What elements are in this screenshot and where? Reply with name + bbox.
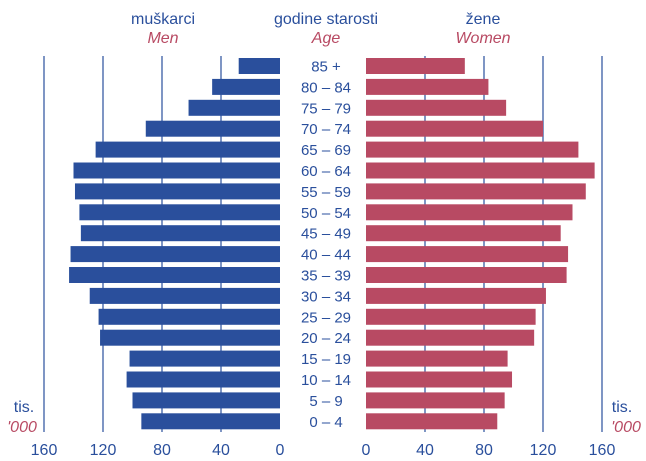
age-label-12: 25 – 29 (301, 309, 351, 326)
age-label-15: 10 – 14 (301, 372, 351, 389)
age-labels: 85 + 80 – 84 75 – 79 70 – 74 65 – 69 60 – 64 5… (301, 59, 351, 431)
unit-label-en-left: '000 (7, 419, 37, 436)
bar-women-5 (366, 162, 595, 179)
age-label-2: 75 – 79 (301, 100, 351, 117)
bar-women-16 (366, 392, 505, 409)
right-subtitle: Women (455, 30, 510, 47)
bar-women-13 (366, 329, 535, 346)
bar-men-4 (95, 141, 280, 158)
age-label-1: 80 – 84 (301, 79, 351, 96)
age-label-3: 70 – 74 (301, 121, 351, 138)
age-label-0: 85 + (311, 59, 341, 76)
bar-men-3 (145, 120, 280, 137)
bar-women-1 (366, 78, 489, 95)
bar-women-15 (366, 371, 513, 388)
tick-left-120: 120 (90, 442, 117, 459)
bar-men-15 (126, 371, 280, 388)
center-subtitle: Age (311, 30, 341, 47)
bar-men-7 (79, 204, 281, 221)
bar-women-10 (366, 267, 567, 283)
age-label-14: 15 – 19 (301, 351, 351, 368)
bar-women-4 (366, 141, 579, 158)
bar-men-10 (69, 267, 280, 283)
bar-women-0 (366, 58, 465, 74)
bar-women-3 (366, 120, 543, 137)
right-title: žene (466, 11, 501, 28)
bar-men-6 (74, 183, 280, 200)
bar-women-9 (366, 246, 569, 263)
tick-left-160: 160 (31, 442, 58, 459)
bar-women-14 (366, 350, 508, 367)
left-subtitle: Men (147, 30, 178, 47)
gridlines (43, 56, 603, 432)
bar-women-17 (366, 413, 498, 430)
women-bars (366, 58, 595, 430)
bar-women-8 (366, 225, 561, 242)
bar-men-2 (188, 99, 280, 116)
age-label-17: 0 – 4 (309, 414, 342, 431)
age-label-9: 40 – 44 (301, 247, 351, 264)
unit-label-left: tis. (14, 399, 34, 416)
tick-right-120: 120 (530, 442, 557, 459)
bar-women-6 (366, 183, 586, 200)
bar-men-17 (141, 413, 280, 430)
age-label-16: 5 – 9 (309, 393, 342, 410)
bar-men-5 (73, 162, 280, 179)
bar-men-12 (98, 308, 280, 325)
tick-left-80: 80 (153, 442, 171, 459)
tick-right-160: 160 (589, 442, 616, 459)
unit-label-right: tis. (612, 399, 632, 416)
unit-label-en-right: '000 (611, 419, 641, 436)
tick-left-40: 40 (212, 442, 230, 459)
left-title: muškarci (131, 11, 195, 28)
age-label-7: 50 – 54 (301, 205, 351, 222)
bar-men-11 (89, 287, 280, 304)
age-label-6: 55 – 59 (301, 184, 351, 201)
tick-left-0: 0 (276, 442, 285, 459)
bar-men-0 (238, 58, 280, 74)
bar-men-8 (80, 225, 280, 242)
tick-right-40: 40 (416, 442, 434, 459)
bar-men-16 (132, 392, 280, 409)
age-label-11: 30 – 34 (301, 288, 351, 305)
center-title: godine starosti (274, 11, 378, 28)
age-label-5: 60 – 64 (301, 163, 351, 180)
bar-men-14 (129, 350, 280, 367)
tick-right-0: 0 (362, 442, 371, 459)
tick-right-80: 80 (475, 442, 493, 459)
bar-women-7 (366, 204, 573, 221)
bar-women-12 (366, 308, 536, 325)
tick-labels: 0 0 40 40 80 80 120 120 160 160 (31, 442, 616, 459)
age-label-10: 35 – 39 (301, 268, 351, 285)
age-label-4: 65 – 69 (301, 142, 351, 159)
bar-women-2 (366, 99, 507, 116)
age-label-8: 45 – 49 (301, 226, 351, 243)
bar-men-9 (70, 246, 280, 263)
men-bars (69, 58, 281, 430)
bar-men-13 (100, 329, 280, 346)
age-label-13: 20 – 24 (301, 330, 351, 347)
bar-men-1 (212, 78, 280, 95)
bar-women-11 (366, 287, 546, 304)
